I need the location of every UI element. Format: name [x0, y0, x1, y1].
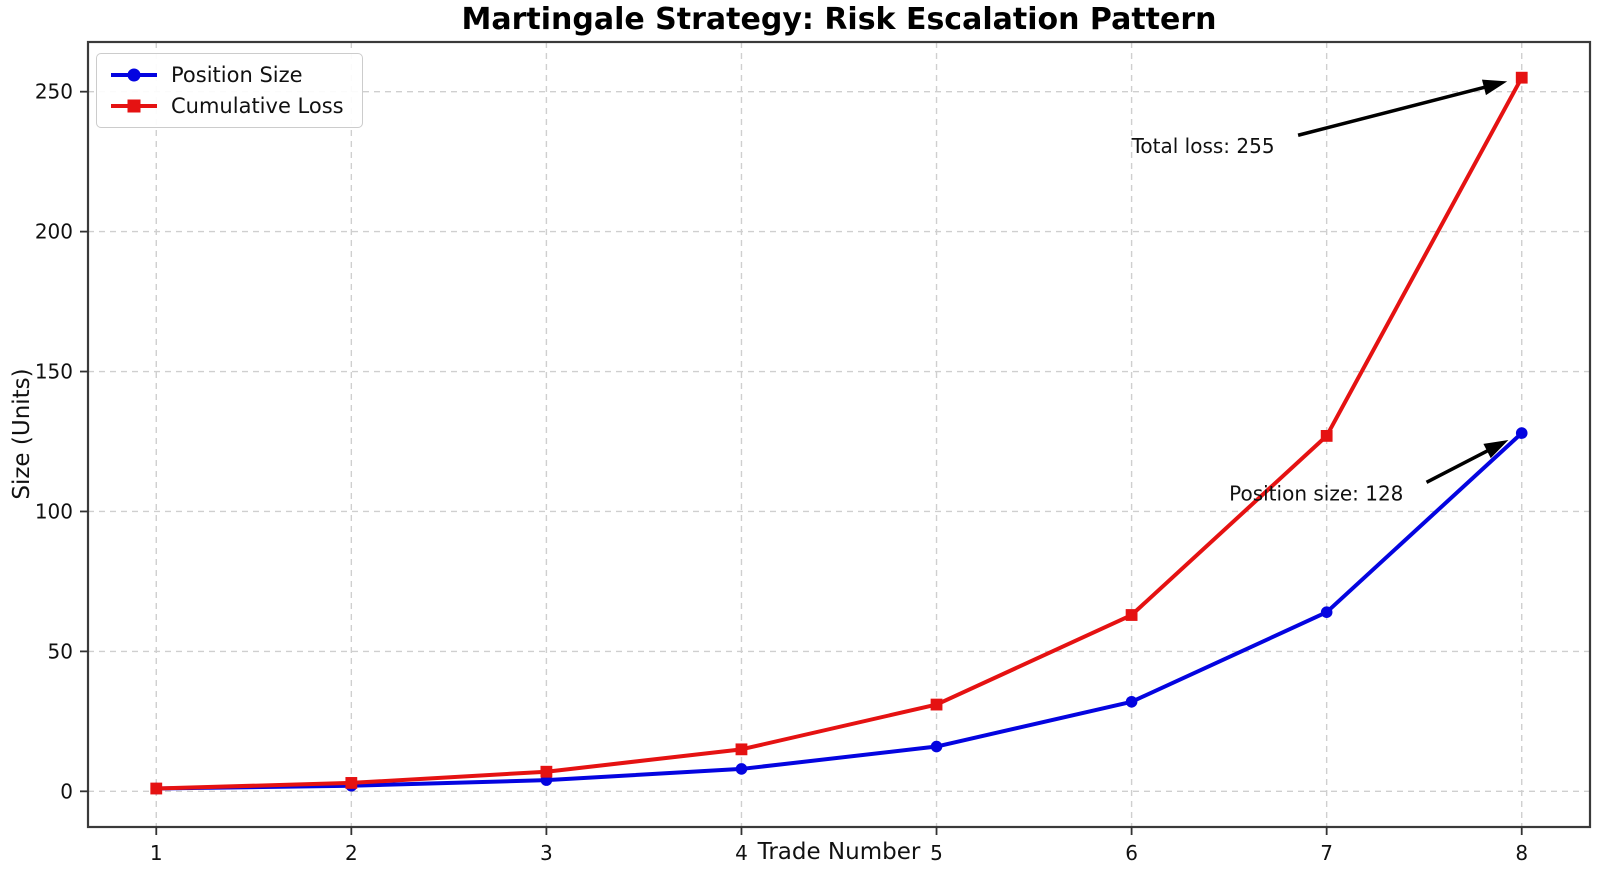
data-point-cumulative-loss — [1125, 609, 1138, 621]
data-point-cumulative-loss — [345, 777, 358, 789]
annotation-arrow-line — [1297, 84, 1489, 137]
legend-line-square-icon — [111, 99, 157, 113]
data-point-cumulative-loss — [540, 765, 553, 778]
y-tick-label: 50 — [48, 639, 73, 663]
x-tick-label: 2 — [345, 841, 358, 865]
annotation-arrowhead — [1481, 79, 1508, 96]
annotation-arrow-line — [1425, 447, 1492, 484]
data-point-position-size — [1515, 427, 1528, 439]
data-point-cumulative-loss — [1515, 71, 1528, 84]
legend-item-position-size: Position Size — [109, 63, 344, 87]
data-point-cumulative-loss — [735, 743, 748, 756]
annotation-arrowhead — [1483, 439, 1509, 459]
y-tick-label: 200 — [35, 220, 73, 244]
data-point-position-size — [735, 763, 748, 775]
series-line-position-size — [154, 431, 1524, 791]
x-tick-label: 8 — [1515, 841, 1528, 865]
legend-line-circle-icon — [111, 68, 157, 82]
x-tick-label: 7 — [1320, 841, 1333, 865]
data-point-cumulative-loss — [930, 698, 943, 711]
x-tick-label: 3 — [540, 841, 553, 865]
x-tick-label: 1 — [150, 841, 163, 865]
y-tick-label: 100 — [35, 499, 73, 523]
y-axis-label: Size (Units) — [9, 368, 35, 500]
annotation-label: Total loss: 255 — [1131, 134, 1275, 158]
legend-sample-square-marker — [127, 99, 141, 113]
annotation-label: Position size: 128 — [1229, 481, 1403, 505]
chart-title: Martingale Strategy: Risk Escalation Pat… — [461, 2, 1217, 37]
legend-sample-circle-marker — [127, 68, 141, 82]
x-tick-label: 6 — [1125, 841, 1138, 865]
data-point-cumulative-loss — [150, 782, 163, 795]
data-point-position-size — [1125, 695, 1138, 708]
legend-label-cumulative-loss: Cumulative Loss — [171, 94, 344, 118]
x-axis-label: Trade Number — [757, 839, 921, 865]
plot-border — [86, 40, 1592, 829]
y-tick-label: 0 — [60, 779, 73, 803]
legend-item-cumulative-loss: Cumulative Loss — [109, 94, 344, 118]
y-tick-label: 150 — [35, 360, 73, 384]
legend-label-position-size: Position Size — [171, 63, 303, 87]
data-point-cumulative-loss — [1320, 429, 1333, 442]
x-tick-label: 5 — [930, 841, 943, 865]
data-point-position-size — [930, 740, 943, 753]
series-line-cumulative-loss — [154, 75, 1524, 791]
y-tick-label: 250 — [35, 80, 73, 104]
x-tick-label: 4 — [735, 841, 748, 865]
data-point-position-size — [1320, 606, 1333, 619]
legend: Position Size Cumulative Loss — [96, 53, 363, 128]
